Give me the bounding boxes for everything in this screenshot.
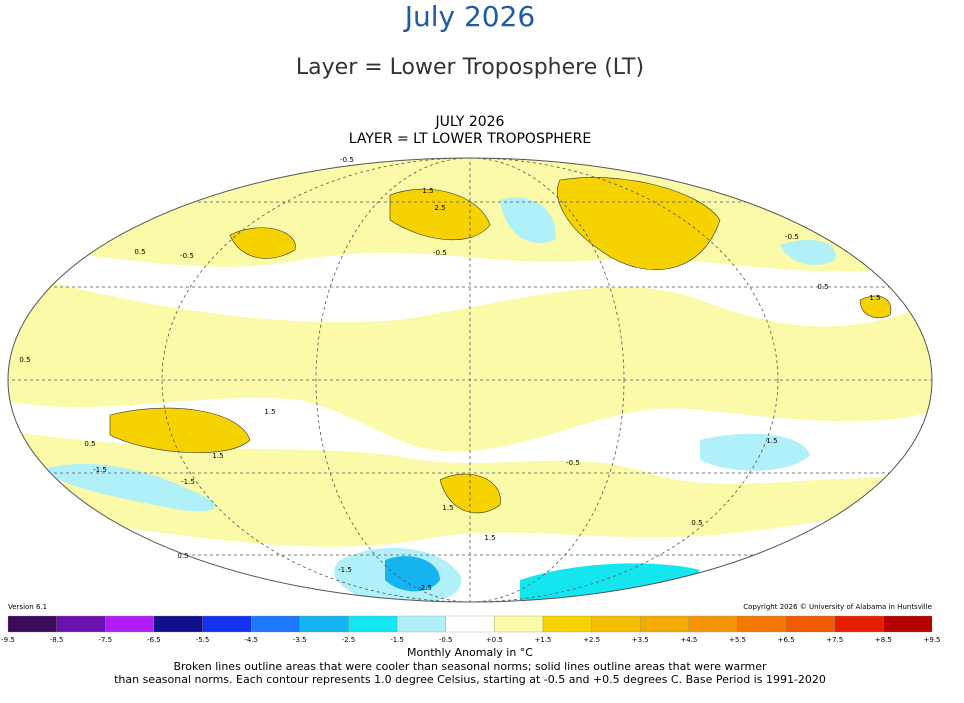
- neutral-band: [8, 397, 932, 484]
- warm-area: [109, 407, 251, 453]
- colorbar-label: +6.5: [778, 636, 795, 644]
- colorbar-label: -1.5: [390, 636, 404, 644]
- warm-area: [859, 295, 892, 319]
- colorbar-swatch: [883, 615, 933, 633]
- warm-area: [557, 177, 721, 270]
- colorbar-label: +2.5: [583, 636, 600, 644]
- contour-label: 0.5: [691, 519, 702, 527]
- colorbar-swatch: [640, 615, 689, 633]
- contour-label: 0.5: [134, 248, 145, 256]
- map: [8, 158, 932, 602]
- warm-area: [229, 227, 296, 259]
- colorbar-label: -8.5: [50, 636, 64, 644]
- colorbar-swatch: [494, 615, 544, 633]
- contour-label: -2.5: [418, 584, 432, 592]
- contour-label: -1.5: [181, 478, 195, 486]
- colorbar-label: +5.5: [729, 636, 746, 644]
- colorbar-swatch: [396, 615, 446, 633]
- caption-line: Broken lines outline areas that were coo…: [173, 660, 767, 673]
- colorbar-swatch: [542, 615, 592, 633]
- colorbar-label: +4.5: [680, 636, 697, 644]
- page-subtitle: Layer = Lower Troposphere (LT): [296, 55, 644, 80]
- colorbar-label: +0.5: [486, 636, 503, 644]
- colorbar-swatch: [785, 615, 835, 633]
- map-title: LAYER = LT LOWER TROPOSPHERE: [349, 131, 591, 147]
- contour-label: 0.5: [19, 356, 30, 364]
- colorbar-swatch: [153, 615, 203, 633]
- colorbar-label: -5.5: [196, 636, 210, 644]
- colorbar-label: +1.5: [534, 636, 551, 644]
- colorbar-swatch: [445, 615, 495, 633]
- contour-label: 1.5: [212, 452, 223, 460]
- colorbar-label: +9.5: [924, 636, 941, 644]
- contour-label: 1.5: [766, 437, 777, 445]
- caption-title: Monthly Anomaly in °C: [407, 646, 533, 659]
- colorbar-label: -3.5: [293, 636, 307, 644]
- colorbar-swatch: [591, 615, 641, 633]
- map-title: JULY 2026: [435, 114, 505, 130]
- colorbar-label: +7.5: [826, 636, 843, 644]
- contour-label: 0.5: [84, 440, 95, 448]
- colorbar-swatch: [251, 615, 300, 633]
- contour-label: 1.5: [264, 408, 275, 416]
- colorbar-swatch: [105, 615, 155, 633]
- cold-area: [385, 556, 440, 592]
- colorbar: -9.5 -8.5 -7.5 -6.5 -5.5 -4.5 -3.5 -2.5 -1.5 -0.5…: [1, 615, 941, 644]
- colorbar-swatch: [737, 615, 787, 633]
- contour-label: 0.5: [817, 283, 828, 291]
- colorbar-swatch: [688, 615, 738, 633]
- colorbar-label: -0.5: [439, 636, 453, 644]
- contour-label: 2.5: [434, 204, 445, 212]
- cool-area: [500, 197, 556, 244]
- contour-label: -0.5: [180, 252, 194, 260]
- colorbar-swatch: [348, 615, 398, 633]
- page-title: July 2026: [403, 0, 536, 33]
- contour-label: -0.5: [433, 249, 447, 257]
- colorbar-label: -4.5: [244, 636, 258, 644]
- cool-area: [780, 240, 836, 265]
- colorbar-swatch: [202, 615, 252, 633]
- colorbar-label: +8.5: [875, 636, 892, 644]
- colorbar-swatch: [834, 615, 884, 633]
- cool-area: [700, 433, 810, 471]
- version: Version 6.1: [8, 603, 47, 611]
- contour-label: -1.5: [338, 566, 352, 574]
- colorbar-label: -9.5: [1, 636, 15, 644]
- copyright: Copyright 2026 © University of Alabama i…: [743, 603, 932, 611]
- colorbar-label: +3.5: [632, 636, 649, 644]
- contour-label: -0.5: [566, 459, 580, 467]
- contour-label: 1.5: [422, 187, 433, 195]
- contour-label: -0.5: [785, 233, 799, 241]
- colorbar-swatch: [56, 615, 106, 633]
- contour-label: -1.5: [93, 466, 107, 474]
- colorbar-label: -6.5: [147, 636, 161, 644]
- caption-line: than seasonal norms. Each contour repres…: [114, 673, 826, 686]
- colorbar-swatch: [7, 615, 57, 633]
- colorbar-swatch: [299, 615, 349, 633]
- colorbar-label: -7.5: [98, 636, 112, 644]
- contour-label: 0.5: [177, 552, 188, 560]
- contour-label: -0.5: [340, 156, 354, 164]
- contour-labels: -0.5 1.5 2.5 0.5 -0.5 -0.5 -0.5 0.5 1.5 0.5 1.5 1.5…: [19, 156, 880, 592]
- contour-label: 1.5: [869, 294, 880, 302]
- cool-area: [40, 463, 216, 512]
- contour-label: 1.5: [442, 504, 453, 512]
- globe-outline: [7, 157, 933, 603]
- colorbar-label: -2.5: [342, 636, 356, 644]
- contour-label: 1.5: [484, 534, 495, 542]
